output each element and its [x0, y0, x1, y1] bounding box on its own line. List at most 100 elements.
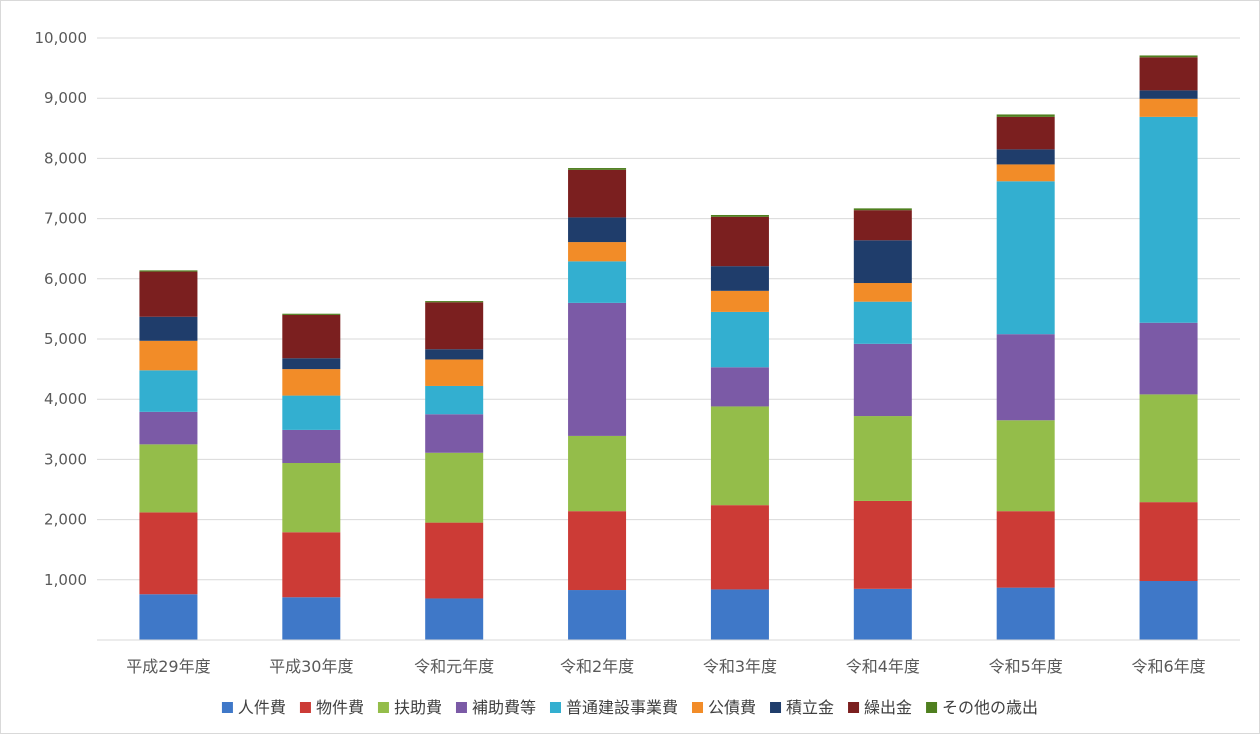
- bar-segment-5: [282, 395, 341, 430]
- bar-segment-9: [710, 214, 769, 217]
- bar-segment-5: [1139, 116, 1198, 323]
- bar-segment-2: [710, 505, 769, 590]
- y-tick-label: 5,000: [44, 330, 87, 348]
- bar-segment-7: [996, 149, 1055, 165]
- bar-segment-9: [282, 313, 341, 315]
- bar-segment-1: [710, 589, 769, 640]
- x-tick-label: 令和4年度: [846, 657, 920, 676]
- bar-segment-9: [1139, 55, 1198, 58]
- bar-segment-7: [139, 316, 198, 341]
- bar-segment-4: [568, 302, 627, 436]
- x-tick-label: 令和元年度: [414, 657, 494, 676]
- bar-segment-8: [853, 210, 912, 241]
- gridlines: [97, 37, 1240, 581]
- bar-segment-3: [710, 406, 769, 506]
- x-axis-ticks: 平成29年度 平成30年度 令和元年度 令和2年度 令和3年度 令和4年度 令和5年度 令和6…: [126, 657, 1205, 676]
- bar-segment-3: [425, 452, 484, 523]
- y-tick-label: 8,000: [44, 149, 87, 167]
- bar-segment-9: [568, 168, 627, 170]
- bar-segment-2: [1139, 502, 1198, 582]
- bar-segment-1: [282, 597, 341, 640]
- legend-label: 物件費: [316, 698, 364, 717]
- bar-segment-9: [853, 208, 912, 211]
- bar-segment-7: [1139, 90, 1198, 99]
- bar-segment-1: [996, 587, 1055, 640]
- legend-swatch: [221, 702, 233, 713]
- legend-swatch: [299, 702, 311, 713]
- legend-item: 公債費: [692, 698, 756, 717]
- bar-segment-2: [282, 532, 341, 598]
- bar-segment-6: [1139, 98, 1198, 117]
- bar-segment-8: [282, 314, 341, 359]
- y-tick-label: 7,000: [44, 210, 87, 228]
- bar-segment-6: [139, 340, 198, 371]
- y-tick-label: 10,000: [35, 29, 88, 47]
- legend-item: 扶助費: [377, 698, 442, 717]
- bar-segment-5: [853, 301, 912, 344]
- bar-segment-5: [139, 370, 198, 412]
- bar-segment-4: [710, 367, 769, 407]
- y-tick-label: 6,000: [44, 270, 87, 288]
- legend-item: 物件費: [299, 698, 364, 717]
- legend-swatch: [848, 702, 860, 713]
- bar-segment-3: [1139, 394, 1198, 503]
- legend-label: 普通建設事業費: [566, 698, 678, 717]
- x-tick-label: 令和6年度: [1131, 657, 1205, 676]
- legend-label: 補助費等: [472, 698, 536, 717]
- bar-segment-7: [425, 349, 484, 360]
- legend-label: 公債費: [708, 698, 756, 717]
- y-tick-label: 4,000: [44, 390, 87, 408]
- bar-segment-3: [568, 435, 627, 512]
- bar-segment-4: [139, 411, 198, 445]
- legend-item: 繰出金: [848, 698, 912, 717]
- x-tick-label: 令和2年度: [560, 657, 634, 676]
- y-tick-label: 1,000: [44, 571, 87, 589]
- bar-segment-4: [853, 343, 912, 417]
- bar-segment-6: [425, 359, 484, 386]
- legend-swatch: [549, 702, 561, 713]
- bar-segment-5: [996, 181, 1055, 335]
- bar-segment-2: [139, 512, 198, 595]
- legend-swatch: [770, 702, 782, 713]
- bar-segment-8: [1139, 57, 1198, 91]
- legend-label: 繰出金: [864, 698, 912, 717]
- bar-segment-1: [568, 590, 627, 640]
- bar-segment-1: [1139, 581, 1198, 640]
- bar-segment-1: [425, 598, 484, 640]
- x-tick-label: 令和5年度: [989, 657, 1063, 676]
- bar-segment-6: [568, 242, 627, 262]
- legend: 人件費 物件費 扶助費 補助費等 普通建設事業費 公債費 積立金 繰出金 その他の歳出: [221, 698, 1038, 717]
- bar-segment-8: [996, 116, 1055, 150]
- bars: [139, 55, 1198, 640]
- legend-item: 人件費: [221, 698, 286, 717]
- bar-segment-8: [425, 302, 484, 350]
- legend-swatch: [692, 702, 704, 713]
- bar-segment-2: [853, 500, 912, 589]
- bar-segment-3: [282, 463, 341, 533]
- x-tick-label: 平成29年度: [126, 657, 210, 676]
- bar-segment-2: [996, 511, 1055, 588]
- legend-swatch: [377, 702, 389, 713]
- x-tick-label: 平成30年度: [269, 657, 353, 676]
- bar-segment-1: [139, 594, 198, 640]
- legend-swatch: [455, 702, 467, 713]
- bar-segment-7: [282, 358, 341, 370]
- bar-segment-7: [710, 266, 769, 291]
- bar-segment-8: [139, 271, 198, 317]
- y-tick-label: 2,000: [44, 511, 87, 529]
- legend-item: その他の歳出: [926, 698, 1038, 717]
- bar-segment-9: [425, 301, 484, 303]
- legend-swatch: [926, 702, 938, 713]
- legend-label: 積立金: [786, 698, 834, 717]
- bar-segment-6: [282, 369, 341, 396]
- legend-label: 扶助費: [394, 698, 442, 717]
- bar-segment-4: [1139, 322, 1198, 395]
- bar-segment-8: [710, 216, 769, 267]
- bar-segment-3: [139, 444, 198, 513]
- y-axis-ticks: 1,000 2,000 3,000 4,000 5,000 6,000 7,000 8,000…: [35, 29, 88, 589]
- bar-segment-6: [853, 283, 912, 302]
- legend-label: 人件費: [238, 698, 286, 717]
- bar-segment-5: [710, 311, 769, 368]
- bar-segment-2: [425, 522, 484, 599]
